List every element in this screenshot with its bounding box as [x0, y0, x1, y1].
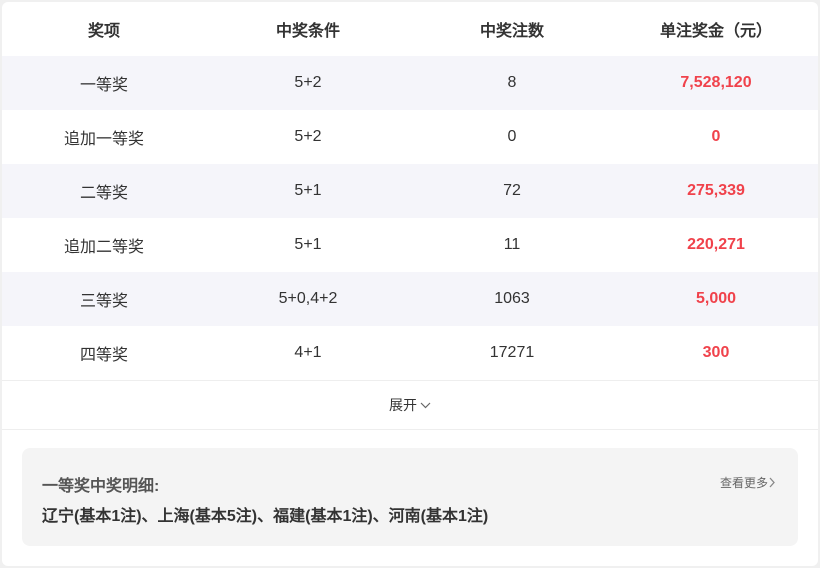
table-row: 三等奖 5+0,4+2 1063 5,000	[2, 272, 818, 326]
header-condition: 中奖条件	[275, 23, 340, 40]
cell-prize-level: 二等奖	[2, 164, 206, 218]
cell-prize: 0	[711, 128, 721, 145]
cell-prize: 300	[702, 344, 730, 361]
cell-prize-level: 追加一等奖	[63, 131, 144, 148]
cell-condition: 5+2	[206, 56, 410, 110]
cell-count: 11	[503, 236, 521, 253]
cell-prize-level: 三等奖	[2, 272, 206, 326]
cell-condition: 5+0,4+2	[206, 272, 410, 326]
table-row: 一等奖 5+2 8 7,528,120	[2, 56, 818, 110]
cell-count: 72	[410, 164, 614, 218]
expand-button[interactable]: 展开	[2, 380, 818, 430]
header-prize: 单注奖金（元）	[659, 23, 772, 40]
cell-condition: 5+1	[294, 236, 322, 253]
header-count: 中奖注数	[479, 23, 544, 40]
chevron-right-icon	[769, 477, 775, 488]
table-header: 奖项 中奖条件 中奖注数 单注奖金（元）	[2, 2, 818, 56]
view-more-link[interactable]: 查看更多	[720, 474, 776, 491]
cell-prize: 5,000	[614, 272, 818, 326]
cell-prize: 275,339	[614, 164, 818, 218]
table-row: 追加一等奖 5+2 0 0	[2, 110, 818, 164]
cell-count: 0	[507, 128, 517, 145]
chevron-down-icon	[420, 402, 431, 408]
cell-prize: 7,528,120	[614, 56, 818, 110]
cell-condition: 4+1	[294, 344, 322, 361]
cell-count: 17271	[489, 344, 535, 361]
expand-label: 展开	[389, 397, 417, 413]
view-more-label: 查看更多	[719, 476, 768, 490]
cell-prize-level: 追加二等奖	[63, 239, 144, 256]
table-row: 四等奖 4+1 17271 300	[2, 326, 818, 380]
cell-prize: 220,271	[687, 236, 745, 253]
detail-text: 辽宁(基本1注)、上海(基本5注)、福建(基本1注)、河南(基本1注)	[42, 508, 489, 525]
cell-prize-level: 四等奖	[79, 347, 128, 364]
prize-table: 奖项 中奖条件 中奖注数 单注奖金（元） 一等奖 5+2 8 7,528,120 追加一…	[2, 2, 818, 380]
header-prize-level: 奖项	[87, 23, 120, 40]
cell-count: 1063	[410, 272, 614, 326]
cell-count: 8	[410, 56, 614, 110]
detail-title: 一等奖中奖明细:	[42, 478, 160, 495]
cell-condition: 5+2	[294, 128, 322, 145]
cell-condition: 5+1	[206, 164, 410, 218]
table-row: 二等奖 5+1 72 275,339	[2, 164, 818, 218]
cell-prize-level: 一等奖	[2, 56, 206, 110]
table-row: 追加二等奖 5+1 11 220,271	[2, 218, 818, 272]
first-prize-detail: 一等奖中奖明细: 查看更多 辽宁(基本1注)、上海(基本5注)、福建(基本1注)…	[22, 448, 798, 546]
